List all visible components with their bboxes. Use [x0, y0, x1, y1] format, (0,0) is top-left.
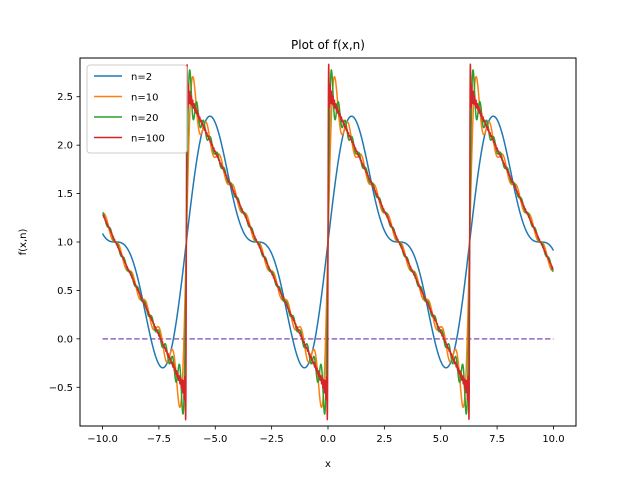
y-tick-label: 1.5	[57, 189, 73, 200]
legend-label-n-20: n=20	[131, 113, 158, 124]
x-axis: −10.0 −7.5 −5.0 −2.5 0.0 2.5 5.0 7.5 10.0	[87, 426, 565, 445]
y-axis-label: f(x,n)	[18, 229, 29, 256]
x-axis-label: x	[325, 459, 331, 470]
legend-label-n-10: n=10	[131, 93, 158, 104]
chart-title: Plot of f(x,n)	[291, 38, 365, 52]
x-tick-label: −5.0	[203, 434, 227, 445]
x-tick-label: −2.5	[259, 434, 283, 445]
x-tick-label: 2.5	[376, 434, 392, 445]
legend-box	[86, 64, 188, 154]
x-tick-label: −10.0	[87, 434, 118, 445]
x-tick-label: 5.0	[433, 434, 449, 445]
x-tick-label: 7.5	[489, 434, 505, 445]
legend-label-n-2: n=2	[131, 72, 152, 83]
legend: n=2 n=10 n=20 n=100	[86, 64, 188, 154]
y-tick-label: 1.0	[57, 238, 73, 249]
x-tick-label: 0.0	[320, 434, 336, 445]
y-tick-label: 0.0	[57, 334, 73, 345]
y-tick-label: 2.5	[57, 92, 73, 103]
legend-label-n-100: n=100	[131, 134, 165, 145]
x-tick-label: −7.5	[147, 434, 171, 445]
y-tick-label: 0.5	[57, 286, 73, 297]
y-tick-label: 2.0	[57, 141, 73, 152]
plot-area	[101, 63, 555, 421]
y-tick-label: −0.5	[49, 383, 73, 394]
x-tick-label: 10.0	[542, 434, 564, 445]
series-line-n-100	[101, 63, 555, 421]
y-axis: −0.5 0.0 0.5 1.0 1.5 2.0 2.5	[49, 92, 80, 394]
